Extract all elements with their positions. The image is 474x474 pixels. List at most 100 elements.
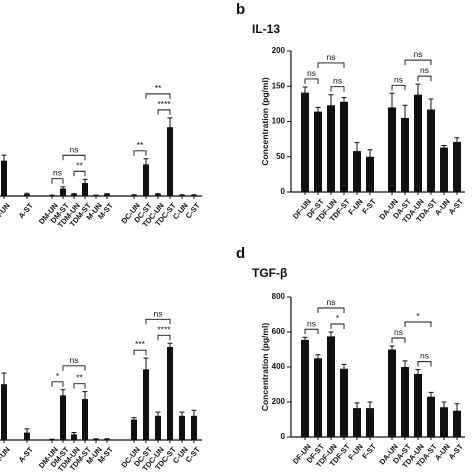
- bar: [427, 109, 435, 192]
- error-bar: [415, 83, 421, 106]
- x-tick-label: A-UN: [0, 201, 12, 221]
- bar: [179, 195, 185, 196]
- significance-bracket: [133, 150, 147, 156]
- bar: [191, 415, 197, 440]
- significance-bracket: [62, 154, 86, 161]
- bar: [453, 410, 461, 437]
- significance-bracket: [391, 337, 406, 343]
- significance-label: **: [76, 373, 83, 383]
- error-bar: [143, 158, 149, 170]
- bar: [327, 105, 335, 192]
- bar: [314, 358, 322, 437]
- x-tick-label: C-ST: [184, 445, 202, 465]
- error-bar: [367, 149, 373, 164]
- error-bar: [454, 137, 460, 147]
- bar: [191, 195, 197, 196]
- bar: [60, 188, 66, 196]
- significance-label: ns: [307, 318, 316, 328]
- y-axis-label: Concentration (pg/ml): [260, 323, 270, 411]
- significance-label: **: [76, 160, 83, 170]
- error-bar: [82, 391, 88, 407]
- y-tick-label: 100: [272, 117, 286, 126]
- significance-label: *: [416, 311, 420, 321]
- error-bar: [191, 194, 197, 196]
- y-tick-label: 800: [272, 292, 286, 301]
- error-bar: [104, 438, 110, 440]
- x-tick-label: F-ST: [360, 442, 378, 461]
- significance-bracket: [317, 62, 345, 68]
- y-tick-label: 50: [276, 152, 285, 161]
- x-tick-label: A-ST: [17, 445, 35, 465]
- y-axis-label: Concentration (pg/ml): [260, 77, 270, 165]
- significance-bracket: [157, 109, 171, 115]
- error-bar: [167, 342, 173, 351]
- significance-label: ns: [394, 74, 403, 84]
- error-bar: [354, 142, 360, 160]
- x-tick-label: C-ST: [184, 201, 202, 221]
- bar: [314, 111, 322, 192]
- error-bar: [155, 411, 161, 420]
- error-bar: [441, 144, 447, 150]
- bar: [414, 374, 422, 437]
- significance-label: ns: [333, 76, 342, 86]
- error-bar: [104, 193, 110, 195]
- bar: [1, 384, 7, 440]
- significance-bracket: [51, 381, 64, 387]
- bar: [155, 415, 161, 440]
- bar: [143, 369, 149, 440]
- bar: [93, 439, 99, 440]
- bar: [340, 101, 348, 192]
- x-tick-label: A-ST: [447, 197, 465, 217]
- error-bar: [1, 372, 7, 396]
- significance-bracket: [417, 361, 432, 367]
- significance-bracket: [73, 383, 86, 389]
- error-bar: [428, 98, 434, 121]
- significance-bracket: [417, 75, 432, 82]
- significance-label: *: [56, 371, 60, 381]
- bar: [401, 367, 409, 437]
- bar: [301, 92, 309, 192]
- significance-bracket: [317, 307, 345, 313]
- bar: [388, 349, 396, 437]
- error-bar: [191, 409, 197, 422]
- significance-label: ****: [157, 324, 171, 334]
- bar: [143, 164, 149, 196]
- error-bar: [71, 193, 77, 195]
- bar: [440, 407, 448, 437]
- y-tick-label: 400: [272, 362, 286, 371]
- significance-label: ns: [70, 144, 79, 154]
- x-tick-label: F-ST: [360, 197, 378, 216]
- bar: [155, 194, 161, 196]
- error-bar: [415, 369, 421, 379]
- bar: [388, 107, 396, 192]
- error-bar: [354, 402, 360, 414]
- error-bar: [328, 94, 334, 116]
- significance-label: ns: [307, 68, 316, 78]
- bar: [82, 182, 88, 196]
- error-bar: [155, 193, 161, 195]
- error-bar: [302, 336, 308, 343]
- significance-bracket: [404, 321, 432, 327]
- bar: [301, 339, 309, 437]
- bar: [82, 399, 88, 440]
- significance-bracket: [62, 365, 86, 371]
- error-bar: [389, 345, 395, 353]
- significance-label: ns: [154, 308, 163, 318]
- error-bar: [49, 438, 55, 440]
- significance-label: ns: [327, 297, 336, 307]
- bar: [1, 160, 7, 196]
- bar: [104, 439, 110, 440]
- y-tick-label: 600: [272, 327, 286, 336]
- error-bar: [24, 428, 30, 437]
- x-tick-label: A-ST: [17, 201, 35, 221]
- bar: [131, 195, 137, 196]
- error-bar: [82, 178, 88, 187]
- error-bar: [402, 360, 408, 374]
- error-bar: [341, 363, 347, 374]
- error-bar: [167, 117, 173, 137]
- error-bar: [93, 438, 99, 440]
- error-bar: [131, 194, 137, 196]
- y-tick-label: 200: [272, 46, 286, 55]
- bar: [167, 127, 173, 196]
